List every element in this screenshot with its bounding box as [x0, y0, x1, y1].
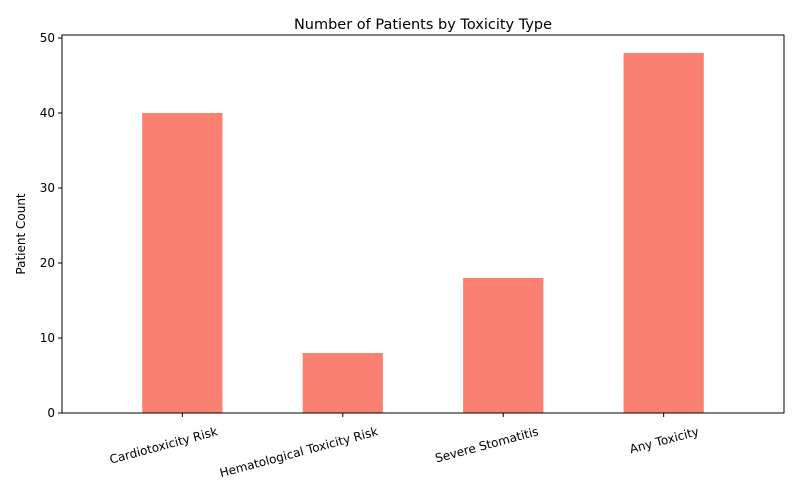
y-tick-label: 20 — [40, 256, 55, 270]
x-tick-label: Severe Stomatitis — [434, 424, 540, 465]
y-tick-label: 40 — [40, 106, 55, 120]
bar-hematological-toxicity-risk — [302, 353, 383, 413]
bars-group — [142, 53, 704, 413]
plot-frame — [61, 34, 785, 414]
y-axis-ticks: 0 10 20 30 40 50 — [40, 31, 62, 420]
y-axis-label: Patient Count — [14, 193, 28, 275]
bar-severe-stomatitis — [463, 278, 544, 413]
y-tick-label: 50 — [40, 31, 55, 45]
y-tick-label: 30 — [40, 181, 55, 195]
y-tick-label: 10 — [40, 331, 55, 345]
x-axis-ticks: Cardiotoxicity Risk Hematological Toxicit… — [108, 413, 700, 480]
bar-any-toxicity — [623, 53, 704, 413]
chart-title: Number of Patients by Toxicity Type — [294, 17, 552, 33]
y-tick-label: 0 — [47, 406, 55, 420]
x-tick-label: Hematological Toxicity Risk — [218, 424, 379, 480]
x-tick-label: Cardiotoxicity Risk — [108, 424, 219, 466]
bar-cardiotoxicity-risk — [142, 113, 223, 413]
x-tick-label: Any Toxicity — [628, 424, 700, 456]
